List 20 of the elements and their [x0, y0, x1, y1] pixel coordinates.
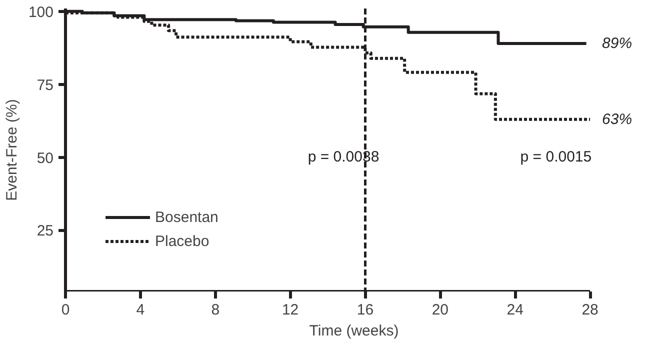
- annotation: p = 0.0015: [520, 148, 592, 166]
- annotation: 63%: [602, 110, 632, 128]
- y-axis-title: Event-Free (%): [3, 99, 20, 201]
- annotation: 89%: [602, 35, 632, 52]
- x-axis-title: Time (weeks): [309, 322, 399, 340]
- x-tick-label: 28: [582, 302, 598, 318]
- y-tick-label: 25: [36, 222, 54, 240]
- x-tick-label: 12: [282, 302, 299, 318]
- y-tick-label: 50: [36, 150, 54, 167]
- x-tick-label: 8: [211, 302, 220, 318]
- x-tick-label: 4: [136, 302, 145, 318]
- legend-label: Bosentan: [155, 208, 218, 226]
- x-tick-label: 24: [506, 302, 524, 318]
- x-tick-label: 16: [356, 302, 374, 318]
- legend-label: Placebo: [155, 232, 210, 250]
- x-tick-label: 0: [61, 302, 70, 318]
- y-tick-label: 75: [36, 76, 54, 94]
- x-tick-label: 20: [432, 302, 449, 318]
- y-tick-label: 100: [28, 4, 54, 21]
- annotation: p = 0.0038: [308, 148, 380, 166]
